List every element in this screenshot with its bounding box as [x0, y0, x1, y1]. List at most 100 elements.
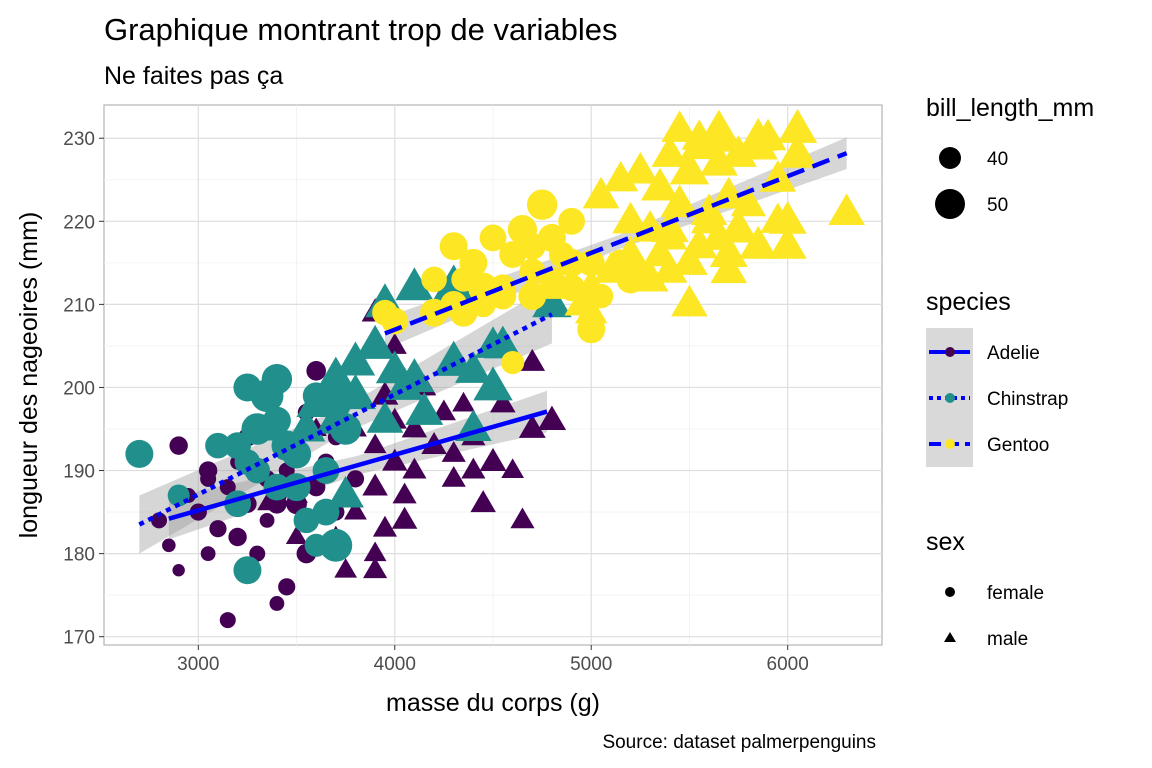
point-adelie-female [169, 436, 188, 455]
point-chinstrap-female [125, 439, 154, 468]
point-chinstrap-female [224, 432, 251, 460]
point-adelie-female [278, 578, 296, 596]
point-gentoo-male [739, 225, 778, 259]
point-gentoo-male [680, 226, 718, 259]
point-adelie-male [401, 415, 428, 438]
point-gentoo-male [574, 295, 608, 324]
legend-key-point-chinstrap [945, 393, 955, 403]
point-chinstrap-male [296, 382, 336, 417]
legend-size: bill_length_mm 40 50 [926, 94, 1094, 219]
legend-sex-label-female: female [987, 583, 1044, 604]
point-chinstrap-male [366, 401, 404, 433]
point-chinstrap-male [375, 350, 414, 384]
legend-sex-title: sex [926, 528, 965, 556]
chart-subtitle: Ne faites pas ça [104, 62, 283, 90]
point-gentoo-female [479, 224, 507, 252]
legend-size-key-40 [939, 147, 961, 169]
point-chinstrap-male [394, 358, 435, 393]
point-gentoo-male [612, 201, 649, 234]
point-chinstrap-male [249, 410, 285, 441]
point-gentoo-female [537, 223, 566, 252]
point-adelie-male [452, 391, 475, 412]
legend-key-point-adelie [945, 347, 955, 357]
point-adelie-female [200, 546, 216, 562]
point-adelie-female [209, 520, 227, 538]
legend-species-label-gentoo: Gentoo [987, 435, 1049, 456]
point-adelie-male [257, 493, 278, 511]
point-gentoo-male [642, 235, 678, 267]
point-adelie-female [172, 564, 185, 577]
y-axis-title: longueur des nageoires (mm) [15, 212, 43, 539]
point-adelie-male [363, 433, 387, 454]
x-axis-ticks: 3000 4000 5000 6000 [177, 645, 809, 675]
point-gentoo-female [526, 189, 558, 220]
point-chinstrap-male [314, 356, 357, 393]
chart-caption: Source: dataset palmerpenguins [602, 732, 876, 753]
x-tick-label: 6000 [767, 654, 809, 675]
x-axis-title: masse du corps (g) [386, 689, 600, 717]
trend-line-chinstrap [138, 312, 553, 527]
plot-panel [103, 104, 883, 646]
point-chinstrap-female [233, 373, 262, 402]
point-gentoo-male [768, 225, 807, 259]
point-gentoo-male [777, 133, 818, 168]
legend-sex-label-male: male [987, 629, 1028, 650]
point-adelie-male [501, 458, 525, 478]
chart-title: Graphique montrant trop de variables [104, 12, 618, 47]
legend-size-label-40: 40 [987, 149, 1008, 170]
point-adelie-female [306, 361, 326, 381]
point-gentoo-male [730, 185, 767, 217]
point-gentoo-male [710, 251, 748, 284]
point-gentoo-female [507, 215, 538, 245]
trend-line-gentoo [384, 151, 848, 336]
point-gentoo-male [593, 252, 629, 283]
point-adelie-male [479, 447, 507, 472]
y-tick-label: 220 [63, 212, 95, 233]
point-gentoo-male [760, 202, 796, 233]
point-gentoo-female [577, 249, 605, 277]
point-chinstrap-male [474, 326, 512, 358]
y-axis-ticks: 170 180 190 200 210 220 230 [63, 129, 104, 649]
point-adelie-male [490, 390, 516, 413]
point-gentoo-male [699, 142, 738, 176]
point-adelie-male [363, 557, 388, 579]
point-adelie-male [334, 558, 358, 578]
y-tick-label: 190 [63, 462, 95, 483]
point-gentoo-male [777, 108, 818, 143]
point-adelie-male [510, 507, 535, 529]
point-adelie-male [461, 457, 486, 479]
legend-size-key-50 [935, 189, 965, 219]
point-chinstrap-female [261, 363, 293, 395]
point-chinstrap-female [281, 439, 312, 469]
point-gentoo-female [459, 248, 488, 277]
point-chinstrap-male [355, 324, 395, 359]
point-gentoo-male [661, 110, 698, 142]
point-gentoo-male [699, 109, 738, 143]
point-chinstrap-male [473, 366, 513, 401]
point-adelie-male [431, 399, 456, 421]
point-adelie-male [402, 457, 427, 479]
x-tick-label: 4000 [374, 654, 416, 675]
point-gentoo-male [535, 269, 569, 299]
legend-size-label-50: 50 [987, 195, 1008, 216]
point-gentoo-male [651, 135, 689, 167]
point-chinstrap-male [405, 392, 444, 425]
point-adelie-female [259, 512, 275, 528]
point-chinstrap-female [233, 556, 262, 585]
point-gentoo-male [640, 167, 680, 201]
point-gentoo-male [828, 193, 865, 226]
point-gentoo-male [622, 151, 659, 184]
legend-species-title: species [926, 288, 1011, 316]
point-chinstrap-male [287, 408, 326, 442]
legend-key-point-gentoo [945, 439, 955, 449]
point-adelie-male [363, 541, 387, 562]
point-adelie-female [346, 470, 365, 488]
point-gentoo-male [669, 150, 710, 185]
point-gentoo-female [467, 272, 499, 303]
point-adelie-male [372, 515, 398, 537]
point-adelie-male [382, 448, 408, 471]
point-chinstrap-female [304, 533, 328, 557]
point-adelie-female [219, 612, 236, 629]
x-tick-label: 5000 [570, 654, 612, 675]
